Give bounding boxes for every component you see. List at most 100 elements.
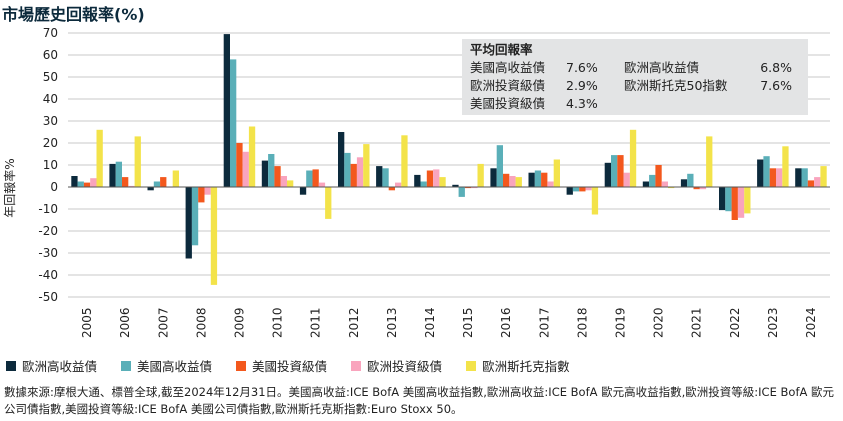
legend-item: 歐洲高收益債 — [6, 356, 97, 375]
legend: 歐洲高收益債 美國高收益債 美國投資級債 歐洲投資級債 歐洲斯托克指數 — [6, 356, 594, 375]
bar — [655, 165, 662, 187]
bar — [471, 187, 478, 189]
x-tick-label: 2017 — [537, 307, 551, 338]
bar — [604, 162, 611, 187]
x-tick-label: 2023 — [766, 307, 780, 338]
y-tick-label: 50 — [43, 70, 58, 84]
avg-label: 歐洲斯托克50指數 — [624, 78, 728, 93]
average-return-box: 平均回報率 美國高收益債 7.6% 歐洲高收益債 6.8% 歐洲投資級債 2.9… — [462, 39, 808, 115]
legend-label: 歐洲投資級債 — [367, 359, 443, 374]
bar — [820, 166, 827, 187]
average-grid: 美國高收益債 7.6% 歐洲高收益債 6.8% 歐洲投資級債 2.9% 歐洲斯托… — [470, 59, 800, 113]
y-tick-label: -40 — [38, 268, 58, 282]
bar — [706, 136, 713, 187]
bar — [268, 154, 275, 187]
x-tick-label: 2015 — [461, 307, 475, 338]
bars — [71, 34, 827, 285]
bar — [426, 170, 434, 187]
bar — [71, 176, 78, 187]
x-tick-label: 2008 — [194, 307, 208, 338]
bar — [439, 177, 446, 187]
bar — [757, 159, 764, 187]
bar — [617, 155, 624, 187]
bar — [801, 168, 808, 187]
bar — [236, 143, 243, 187]
bar — [280, 176, 287, 187]
bar — [401, 135, 408, 187]
bar — [248, 126, 256, 187]
bar — [356, 157, 364, 187]
avg-value: 2.9% — [566, 78, 598, 93]
avg-value: 7.6% — [566, 60, 598, 75]
bar — [572, 187, 580, 192]
legend-label: 美國投資級債 — [252, 359, 328, 374]
bar — [509, 176, 516, 187]
bar — [547, 181, 554, 187]
bar — [306, 170, 313, 187]
bar — [96, 129, 103, 187]
avg-value: 6.8% — [760, 60, 792, 75]
bar — [687, 173, 694, 187]
bar — [795, 168, 802, 187]
x-tick-label: 2014 — [423, 307, 437, 338]
legend-item: 美國高收益債 — [121, 356, 212, 375]
avg-value: 7.6% — [760, 78, 792, 93]
bar — [153, 181, 161, 187]
bar — [299, 187, 307, 195]
bar — [395, 182, 402, 187]
y-axis-label: 年回報率% — [2, 158, 17, 217]
bar — [763, 156, 770, 187]
bar — [477, 163, 484, 187]
legend-item: 美國投資級債 — [236, 356, 327, 375]
bar — [680, 179, 688, 187]
average-box-title: 平均回報率 — [470, 42, 533, 57]
bar — [115, 161, 122, 187]
bar — [629, 129, 637, 187]
avg-label: 歐洲投資級債 — [470, 78, 546, 93]
bar — [668, 187, 675, 189]
bar — [807, 180, 815, 187]
y-tick-label: -30 — [38, 246, 58, 260]
legend-label: 歐洲斯托克指數 — [482, 359, 570, 374]
y-tick-label: -50 — [38, 290, 58, 304]
bar — [230, 59, 237, 187]
bar — [490, 168, 497, 187]
bar — [223, 34, 230, 187]
avg-label: 美國投資級債 — [470, 96, 546, 111]
bar — [534, 170, 542, 187]
bar — [649, 174, 656, 187]
bar — [122, 177, 129, 187]
x-tick-label: 2009 — [232, 307, 246, 338]
x-tick-label: 2010 — [271, 307, 285, 338]
bar — [420, 181, 427, 187]
bar — [496, 145, 503, 187]
bar — [611, 155, 618, 187]
y-tick-label: 70 — [43, 26, 58, 40]
bar — [388, 187, 395, 191]
y-tick-label: 40 — [43, 92, 58, 106]
legend-label: 美國高收益債 — [137, 359, 213, 374]
bar — [77, 181, 84, 187]
bar — [782, 146, 789, 187]
bar — [769, 168, 776, 187]
bar — [90, 178, 97, 187]
bar — [191, 187, 199, 246]
y-tick-label: -20 — [38, 224, 58, 238]
bar — [128, 185, 135, 187]
bar — [325, 187, 332, 219]
bar — [414, 174, 421, 187]
bar — [210, 187, 218, 285]
bar — [458, 187, 465, 197]
bar — [242, 151, 249, 187]
bar — [776, 168, 783, 187]
bar — [541, 172, 548, 187]
bar — [591, 187, 599, 215]
x-tick-label: 2022 — [728, 307, 742, 338]
legend-swatch — [236, 360, 247, 371]
legend-item: 歐洲斯托克指數 — [466, 356, 570, 375]
bar — [147, 187, 154, 191]
x-tick-label: 2020 — [652, 307, 666, 338]
bar — [528, 172, 535, 187]
bar — [204, 187, 211, 195]
